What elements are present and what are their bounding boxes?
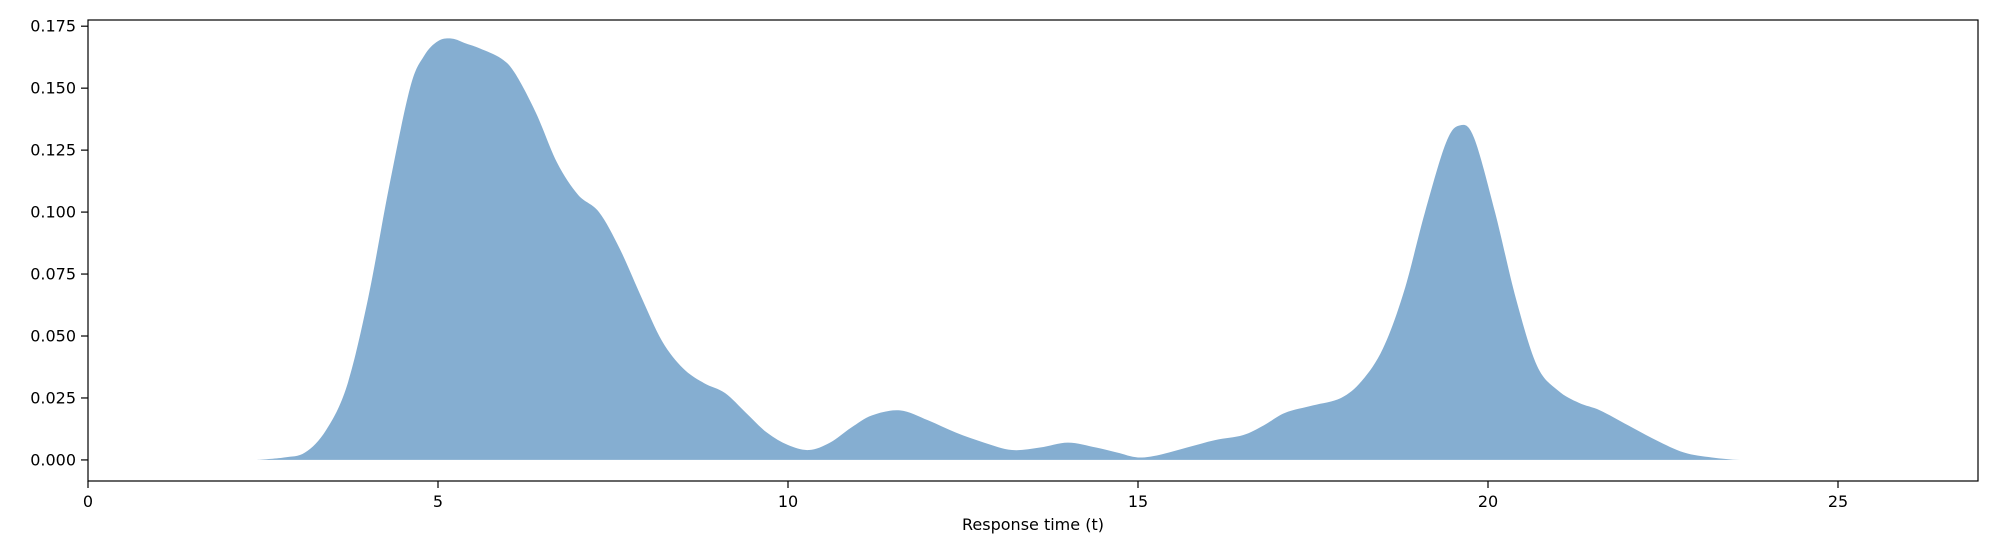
x-tick-label: 25 [1828,492,1848,511]
y-tick-label: 0.075 [30,265,76,284]
x-tick-label: 5 [433,492,443,511]
density-area [256,38,1768,460]
y-tick-label: 0.175 [30,17,76,36]
x-tick-label: 10 [778,492,798,511]
y-axis: 0.000 0.025 0.050 0.075 0.100 0.125 0.150 0.175 [30,17,88,469]
y-tick-label: 0.025 [30,388,76,407]
x-axis: 0 5 10 15 20 25 [83,481,1848,511]
x-tick-label: 15 [1128,492,1148,511]
x-tick-label: 20 [1478,492,1498,511]
plot-layer [256,38,1768,460]
y-tick-label: 0.000 [30,450,76,469]
x-axis-label: Response time (t) [962,515,1104,534]
y-tick-label: 0.100 [30,203,76,222]
y-tick-label: 0.050 [30,327,76,346]
y-tick-label: 0.125 [30,141,76,160]
x-tick-label: 0 [83,492,93,511]
plot-frame [87,19,1979,482]
y-tick-label: 0.150 [30,79,76,98]
